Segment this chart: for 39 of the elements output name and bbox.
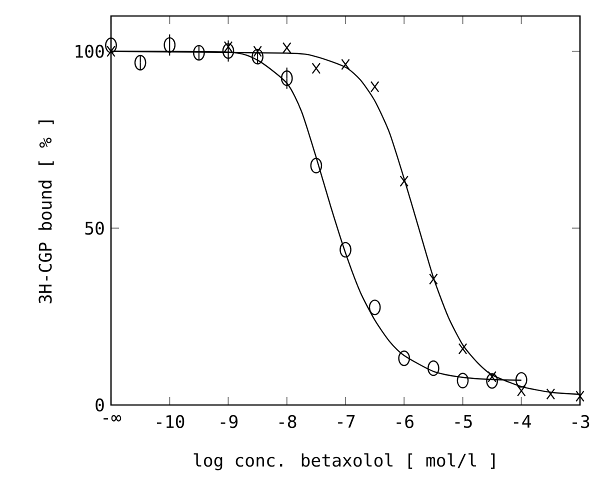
x-tick-label: -10 xyxy=(156,415,184,428)
x-tick-label: -∞ xyxy=(104,415,122,422)
x-axis-title: log conc. betaxolol [ mol/l ] xyxy=(194,453,495,470)
point xyxy=(193,44,205,61)
point xyxy=(515,372,528,388)
point xyxy=(516,385,526,397)
point xyxy=(428,360,440,376)
x-tick-label: -4 xyxy=(514,415,531,428)
point xyxy=(398,350,410,366)
y-tick-label: 0 xyxy=(96,398,104,412)
point xyxy=(429,273,438,285)
x-tick-label: -8 xyxy=(279,415,296,428)
point xyxy=(310,158,322,174)
point xyxy=(312,62,321,74)
point xyxy=(134,54,146,70)
point xyxy=(340,242,352,258)
point xyxy=(222,43,234,59)
point xyxy=(400,175,408,187)
point xyxy=(341,58,350,70)
point xyxy=(456,372,469,388)
point xyxy=(282,42,292,54)
point xyxy=(486,373,498,389)
x-tick-label: -7 xyxy=(338,415,355,428)
point xyxy=(252,48,264,64)
point xyxy=(368,300,381,316)
point xyxy=(458,343,468,354)
point xyxy=(164,37,176,53)
x-tick-label: -5 xyxy=(455,415,472,428)
point xyxy=(546,388,556,400)
point xyxy=(576,390,584,402)
point xyxy=(280,70,293,86)
x-tick-label: -6 xyxy=(396,415,414,428)
y-axis-title: 3H-CGP bound [ % ] xyxy=(38,120,54,304)
y-tick-label: 100 xyxy=(76,44,104,58)
y-tick-label: 50 xyxy=(85,222,104,235)
point xyxy=(370,81,380,92)
point xyxy=(105,38,117,54)
x-tick-label: -9 xyxy=(220,415,238,428)
x-tick-label: -3 xyxy=(572,415,590,428)
